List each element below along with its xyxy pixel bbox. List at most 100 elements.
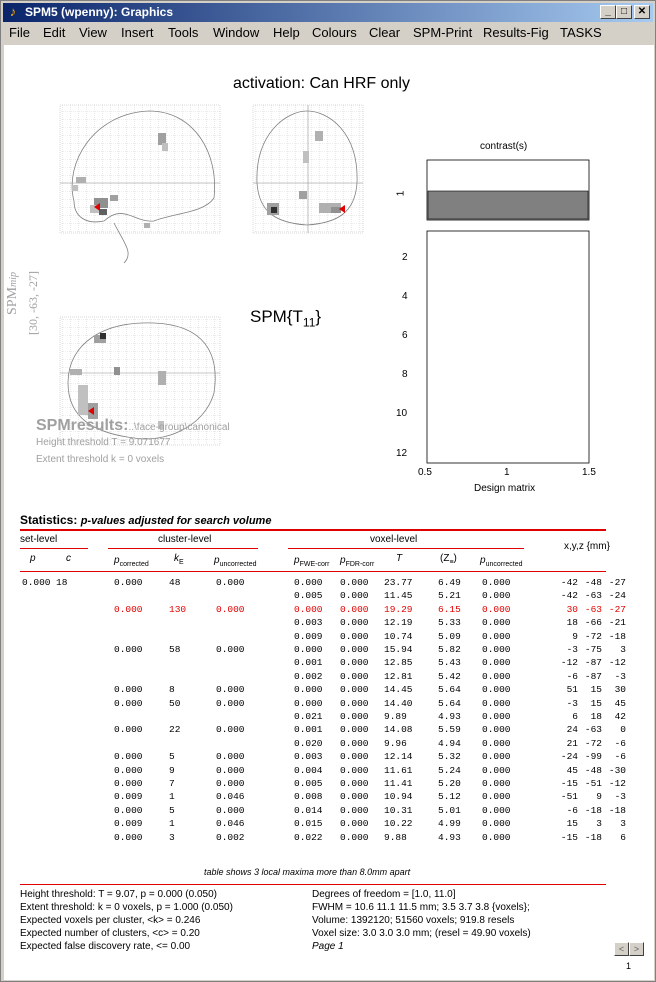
cell-pv: 0.000: [482, 724, 511, 736]
prev-page-button[interactable]: <: [614, 942, 629, 956]
cell-x: -3: [566, 697, 578, 709]
cell-t: 9.96: [384, 737, 407, 749]
cell-pv: 0.000: [482, 831, 511, 843]
cell-z: 5.33: [438, 617, 461, 629]
maximize-button[interactable]: □: [616, 5, 632, 19]
dm-ytick-8: 8: [402, 369, 408, 380]
dm-ytick-10: 10: [396, 408, 408, 419]
table-row[interactable]: 0.000 130 0.000 0.000 0.000 19.29 6.15 0.000 30-…: [4, 604, 654, 617]
cell-z: 5.82: [438, 644, 461, 655]
table-row[interactable]: 0.000 9 0.000 0.004 0.000 11.61 5.24 0.000 45 -48…: [4, 765, 654, 778]
cell-ke: 48: [169, 577, 181, 588]
cell-x: 45: [566, 764, 578, 776]
cell-y: -87: [584, 657, 602, 669]
table-row[interactable]: 0.000 58 0.000 0.000 0.000 15.94 5.82 0.000 -3 -7…: [4, 644, 654, 657]
table-row[interactable]: 0.020 0.000 9.96 4.94 0.000 21 -72 -6: [4, 738, 654, 751]
cell-zz: 6: [620, 831, 626, 843]
dm-xtick-1.5: 1.5: [582, 467, 596, 478]
cell-sp: 0.000: [22, 577, 51, 588]
cell-x: -3: [566, 644, 578, 655]
menu-spm-print[interactable]: SPM-Print: [413, 25, 473, 40]
col-voxel-pfwe: pFWE-corr: [294, 555, 330, 568]
footer-expected-clusters: Expected number of clusters, <c> = 0.20: [20, 928, 200, 939]
cell-pc: 0.000: [114, 724, 143, 736]
cell-zz: -18: [608, 630, 626, 642]
cell-pc: 0.000: [114, 577, 143, 588]
cell-x: 21: [566, 737, 578, 749]
cell-z: 4.94: [438, 737, 461, 749]
voxel-level-rule: [288, 548, 524, 549]
menu-colours[interactable]: Colours: [312, 25, 357, 40]
table-row[interactable]: 0.009 1 0.046 0.008 0.000 10.94 5.12 0.000 -51 9-…: [4, 791, 654, 804]
minimize-button[interactable]: _: [600, 5, 616, 19]
cell-x: 18: [566, 617, 578, 629]
table-row[interactable]: 0.000 50 0.000 0.000 0.000 14.40 5.64 0.000 -3 15…: [4, 698, 654, 711]
cell-t: 12.19: [384, 617, 413, 629]
cell-fwe: 0.022: [294, 831, 323, 843]
spmresults-label: SPMresults:..\face-group\canonical: [36, 417, 230, 434]
cell-x: 9: [572, 630, 578, 642]
menu-tools[interactable]: Tools: [168, 25, 199, 40]
cell-fwe: 0.001: [294, 657, 323, 669]
cell-z: 4.93: [438, 831, 461, 843]
cell-t: 12.85: [384, 657, 413, 669]
table-row[interactable]: 0.002 0.000 12.81 5.42 0.000 -6 -87 -3: [4, 671, 654, 684]
cell-pu: 0.000: [216, 644, 245, 655]
cell-pv: 0.000: [482, 657, 511, 669]
menu-view[interactable]: View: [79, 25, 107, 40]
footer-rule: [20, 884, 606, 885]
next-page-button[interactable]: >: [629, 942, 644, 956]
menu-help[interactable]: Help: [273, 25, 300, 40]
contrast-number: 1: [395, 190, 407, 197]
cell-t: 15.94: [384, 644, 413, 655]
page-number: 1: [626, 961, 632, 971]
menu-clear[interactable]: Clear: [369, 25, 401, 40]
cell-z: 5.20: [438, 778, 461, 789]
cell-pu: 0.000: [216, 697, 245, 709]
statistics-title: Statistics: p-values adjusted for search…: [20, 513, 272, 527]
cell-pv: 0.000: [482, 778, 511, 789]
table-row[interactable]: 0.000 3 0.002 0.022 0.000 9.88 4.93 0.000 -15 -18…: [4, 832, 654, 845]
close-button[interactable]: ✕: [634, 5, 650, 19]
cell-x: -42: [560, 577, 578, 588]
table-row[interactable]: 0.021 0.000 9.89 4.93 0.000 6 18 42: [4, 711, 654, 724]
cell-fdr: 0.000: [340, 617, 369, 629]
cell-t: 10.31: [384, 804, 413, 816]
table-row[interactable]: 0.009 1 0.046 0.015 0.000 10.22 4.99 0.000 15 3 3: [4, 818, 654, 831]
menu-tasks[interactable]: TASKS: [560, 25, 602, 40]
cell-t: 11.61: [384, 764, 413, 776]
cell-fwe: 0.005: [294, 590, 323, 602]
col-set-c: c: [66, 553, 71, 564]
cell-t: 10.74: [384, 630, 413, 642]
cell-ke: 3: [169, 831, 175, 843]
menu-insert[interactable]: Insert: [121, 25, 154, 40]
title-bar: ♪ SPM5 (wpenny): Graphics _ □ ✕: [3, 3, 653, 22]
cell-z: 4.93: [438, 711, 461, 722]
cell-zz: -24: [608, 590, 626, 602]
table-row[interactable]: 0.003 0.000 12.19 5.33 0.000 18 -66 -21: [4, 617, 654, 630]
cell-pv: 0.000: [482, 630, 511, 642]
table-row[interactable]: 0.000 22 0.000 0.001 0.000 14.08 5.59 0.000 24 -6…: [4, 724, 654, 737]
glass-brain-coronal: [252, 104, 364, 234]
table-row[interactable]: 0.009 0.000 10.74 5.09 0.000 9 -72 -18: [4, 631, 654, 644]
menu-results-fig[interactable]: Results-Fig: [483, 25, 549, 40]
table-row[interactable]: 0.001 0.000 12.85 5.43 0.000 -12 -87 -12: [4, 657, 654, 670]
cell-zz: 45: [614, 697, 626, 709]
cell-pv: 0.000: [482, 670, 511, 682]
menu-file[interactable]: File: [9, 25, 30, 40]
menu-edit[interactable]: Edit: [43, 25, 66, 40]
table-row[interactable]: 0.000 8 0.000 0.000 0.000 14.45 5.64 0.000 51 15 3…: [4, 684, 654, 697]
footer-height-threshold: Height threshold: T = 9.07, p = 0.000 (0…: [20, 889, 217, 900]
menu-window[interactable]: Window: [213, 25, 260, 40]
dm-xtick-0.5: 0.5: [418, 467, 432, 478]
table-row[interactable]: 0.000 18 0.000 48 0.000 0.000 0.000 23.77 6.49 0.…: [4, 577, 654, 590]
table-row[interactable]: 0.000 5 0.000 0.014 0.000 10.31 5.01 0.000 -6 -18…: [4, 805, 654, 818]
table-row[interactable]: 0.000 7 0.000 0.005 0.000 11.41 5.20 0.000 -15 -5…: [4, 778, 654, 791]
table-note: table shows 3 local maxima more than 8.0…: [204, 867, 411, 877]
design-matrix-plot: [426, 159, 590, 464]
table-row[interactable]: 0.005 0.000 11.45 5.21 0.000 -42 -63 -24: [4, 590, 654, 603]
col-cluster-punc: puncorrected: [214, 555, 257, 568]
table-row[interactable]: 0.000 5 0.000 0.003 0.000 12.14 5.32 0.000 -24 -9…: [4, 751, 654, 764]
cell-z: 6.15: [438, 603, 461, 615]
cell-fwe: 0.002: [294, 670, 323, 682]
